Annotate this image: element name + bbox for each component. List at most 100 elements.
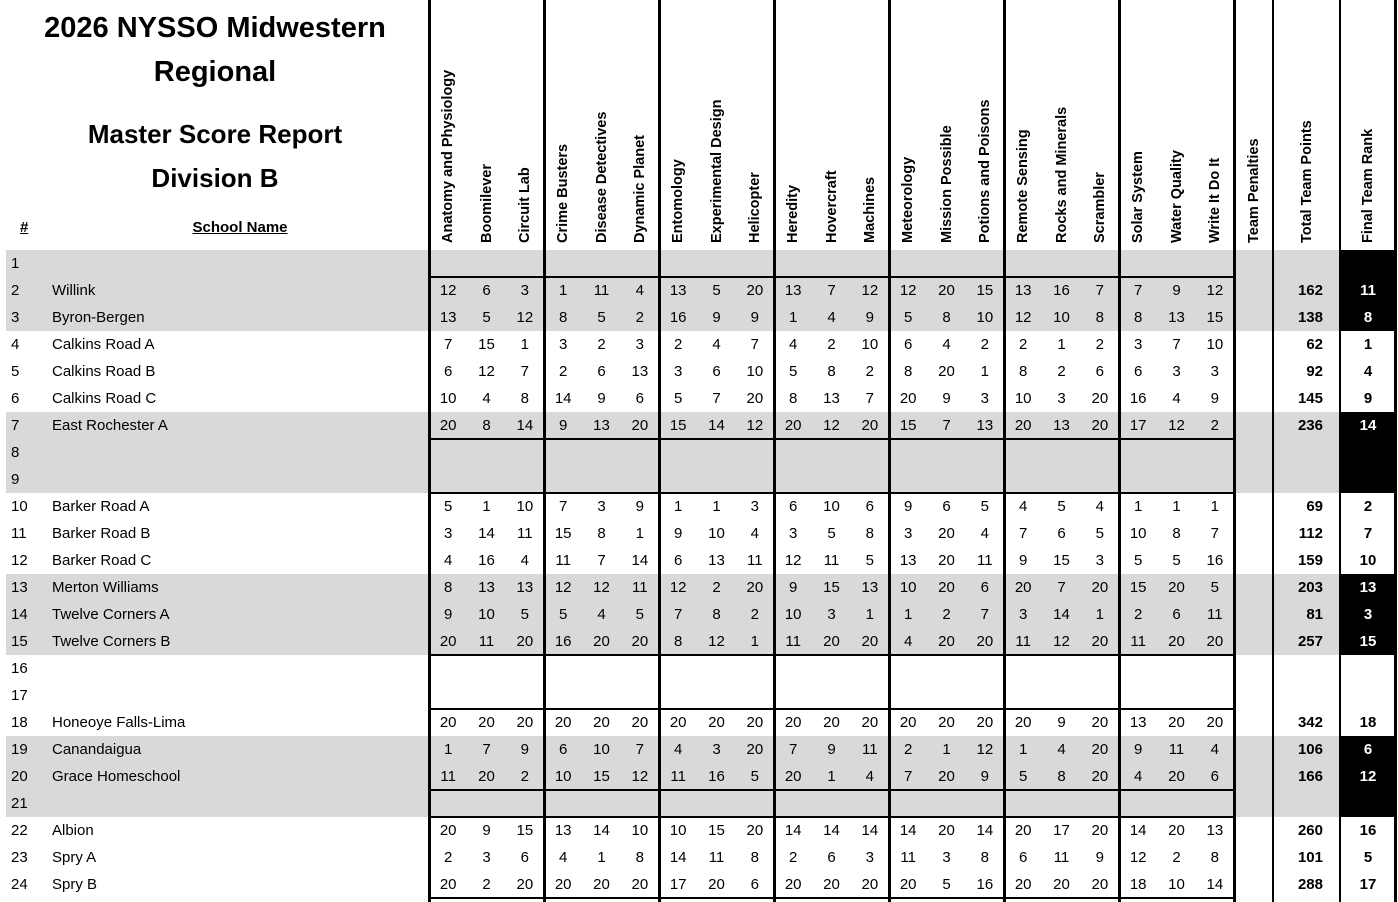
total-points-cell: 112 — [1298, 525, 1323, 542]
final-rank-cell: 5 — [1363, 849, 1373, 866]
score-cell: 1 — [635, 525, 644, 542]
row-number: 14 — [11, 606, 28, 623]
score-cell: 9 — [1095, 849, 1104, 866]
total-points-cell: 138 — [1297, 309, 1323, 326]
score-cell: 13 — [669, 282, 687, 299]
score-cell: 10 — [1053, 309, 1070, 326]
score-cell: 20 — [708, 714, 725, 731]
score-cell: 5 — [788, 363, 798, 380]
score-cell: 6 — [1095, 363, 1104, 380]
final-rank-cell: 2 — [1363, 498, 1373, 515]
score-cell: 13 — [554, 822, 572, 839]
score-cell: 4 — [558, 849, 568, 866]
score-cell: 4 — [942, 336, 951, 353]
score-cell: 20 — [1091, 579, 1109, 596]
score-cell: 7 — [635, 741, 644, 758]
score-cell: 14 — [593, 822, 610, 839]
total-points-cell: 288 — [1297, 876, 1323, 893]
score-cell: 6 — [1210, 768, 1219, 785]
score-cell: 20 — [1014, 417, 1032, 434]
school-name: Albion — [52, 822, 94, 839]
score-cell: 15 — [1053, 552, 1070, 569]
score-cell: 20 — [1014, 579, 1032, 596]
score-cell: 8 — [942, 309, 951, 326]
score-cell: 20 — [1091, 768, 1109, 785]
column-header-heredity: Heredity — [785, 184, 802, 243]
score-cell: 5 — [827, 525, 836, 542]
score-cell: 4 — [673, 741, 683, 758]
school-name: Willink — [52, 282, 96, 299]
score-cell: 14 — [784, 822, 802, 839]
school-name: East Rochester A — [52, 417, 168, 434]
score-cell: 1 — [1210, 498, 1219, 515]
vertical-grid-line — [657, 0, 661, 902]
total-points-cell: 162 — [1297, 282, 1323, 299]
score-cell: 2 — [865, 363, 874, 380]
column-header-disease-detectives: Disease Detectives — [593, 111, 610, 243]
score-cell: 20 — [746, 741, 764, 758]
score-cell: 3 — [903, 525, 913, 542]
score-cell: 11 — [517, 525, 533, 542]
score-cell: 20 — [593, 876, 610, 893]
score-cell: 8 — [1133, 309, 1143, 326]
score-cell: 9 — [865, 309, 874, 326]
data-block-border — [428, 438, 1234, 440]
score-cell: 20 — [976, 633, 994, 650]
score-cell: 9 — [750, 309, 759, 326]
column-header-crime-busters: Crime Busters — [555, 143, 572, 243]
score-cell: 3 — [865, 849, 874, 866]
score-cell: 11 — [593, 282, 610, 299]
score-cell: 12 — [1206, 282, 1224, 299]
score-cell: 20 — [938, 822, 955, 839]
score-cell: 14 — [516, 417, 534, 434]
final-rank-cell: 8 — [1363, 309, 1373, 326]
score-cell: 1 — [980, 363, 989, 380]
score-cell: 20 — [478, 714, 495, 731]
score-cell: 4 — [750, 525, 759, 542]
score-cell: 10 — [708, 525, 725, 542]
column-header-scrambler: Scrambler — [1091, 172, 1108, 243]
score-cell: 20 — [554, 714, 572, 731]
score-cell: 12 — [746, 417, 764, 434]
column-header-boomilever: Boomilever — [478, 164, 495, 243]
score-cell: 5 — [443, 498, 453, 515]
score-cell: 3 — [597, 498, 606, 515]
score-cell: 6 — [980, 579, 989, 596]
score-cell: 6 — [520, 849, 529, 866]
score-cell: 1 — [1133, 498, 1143, 515]
score-cell: 2 — [788, 849, 798, 866]
score-cell: 8 — [903, 363, 913, 380]
score-cell: 8 — [865, 525, 874, 542]
score-cell: 3 — [1057, 390, 1066, 407]
score-cell: 2 — [1095, 336, 1104, 353]
row-number: 12 — [11, 552, 28, 569]
score-cell: 20 — [1091, 876, 1109, 893]
score-cell: 15 — [554, 525, 572, 542]
row-number: 21 — [11, 795, 28, 812]
report-subtitle-line2: Division B — [151, 163, 279, 193]
score-cell: 13 — [823, 390, 840, 407]
score-cell: 4 — [788, 336, 798, 353]
score-cell: 11 — [1168, 741, 1185, 758]
score-cell: 8 — [597, 525, 606, 542]
score-cell: 12 — [669, 579, 687, 596]
final-rank-cell: 15 — [1359, 633, 1377, 650]
score-cell: 6 — [635, 390, 644, 407]
score-cell: 4 — [520, 552, 529, 569]
score-cell: 20 — [746, 714, 764, 731]
score-cell: 12 — [1168, 417, 1185, 434]
score-cell: 5 — [1172, 552, 1181, 569]
score-cell: 20 — [1168, 633, 1185, 650]
score-cell: 5 — [673, 390, 683, 407]
score-cell: 9 — [712, 309, 721, 326]
score-cell: 14 — [899, 822, 917, 839]
score-cell: 9 — [635, 498, 644, 515]
score-cell: 17 — [1129, 417, 1147, 434]
score-cell: 9 — [903, 498, 913, 515]
score-cell: 20 — [593, 714, 610, 731]
row-number: 15 — [11, 633, 28, 650]
final-rank-cell: 17 — [1359, 876, 1377, 893]
score-cell: 2 — [482, 876, 491, 893]
score-cell: 8 — [980, 849, 989, 866]
score-cell: 1 — [558, 282, 568, 299]
